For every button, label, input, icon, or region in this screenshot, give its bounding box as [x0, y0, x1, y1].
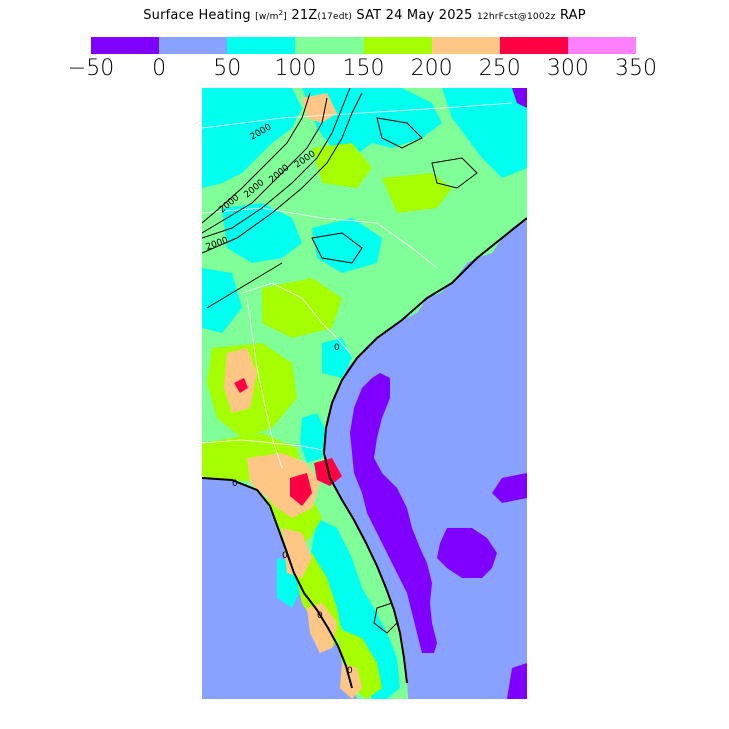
state-borders [202, 102, 513, 469]
title-model: RAP [559, 8, 586, 23]
title-units: [w/m2] [255, 9, 287, 22]
contour-label: 0 [232, 479, 238, 489]
title-time: 21Z [291, 8, 318, 23]
legend-tick-label: 200 [410, 56, 453, 81]
legend-swatch [91, 37, 160, 54]
contour-label: 0 [334, 343, 340, 353]
legend-tick-label: 100 [274, 56, 317, 81]
legend-tick-label: 0 [152, 56, 167, 81]
legend-swatch [567, 37, 636, 54]
coastline [202, 217, 527, 689]
weather-map: 2000 2000 2000 2000 2000 2000 0 0 0 0 0 [202, 88, 527, 699]
contour-label: 0 [317, 611, 323, 621]
contour-label: 0 [347, 666, 353, 676]
title-main: Surface Heating [143, 8, 251, 23]
legend-swatch [499, 37, 568, 54]
color-legend-ticks: −50 0 50 100 150 200 250 300 350 [0, 56, 729, 82]
title-date: SAT 24 May 2025 [356, 8, 473, 23]
title-forecast: 12hrFcst@1002z [476, 12, 556, 22]
legend-swatch [295, 37, 364, 54]
legend-tick-label: 150 [342, 56, 385, 81]
contour-label: 0 [282, 551, 288, 561]
color-legend-bar [91, 37, 636, 54]
legend-tick-label: 50 [213, 56, 242, 81]
legend-tick-label: −50 [67, 56, 115, 81]
legend-swatch [431, 37, 500, 54]
legend-swatch [159, 37, 228, 54]
legend-swatch [363, 37, 432, 54]
legend-tick-label: 350 [615, 56, 657, 81]
contour-lines [202, 88, 478, 634]
negative-heating-regions [350, 88, 527, 699]
legend-tick-label: 250 [478, 56, 521, 81]
chart-title: Surface Heating [w/m2] 21Z(17edt) SAT 24… [0, 8, 729, 23]
legend-tick-label: 300 [546, 56, 589, 81]
atlantic-ocean [324, 218, 527, 699]
legend-swatch [227, 37, 296, 54]
title-local-time: (17edt) [317, 12, 353, 22]
